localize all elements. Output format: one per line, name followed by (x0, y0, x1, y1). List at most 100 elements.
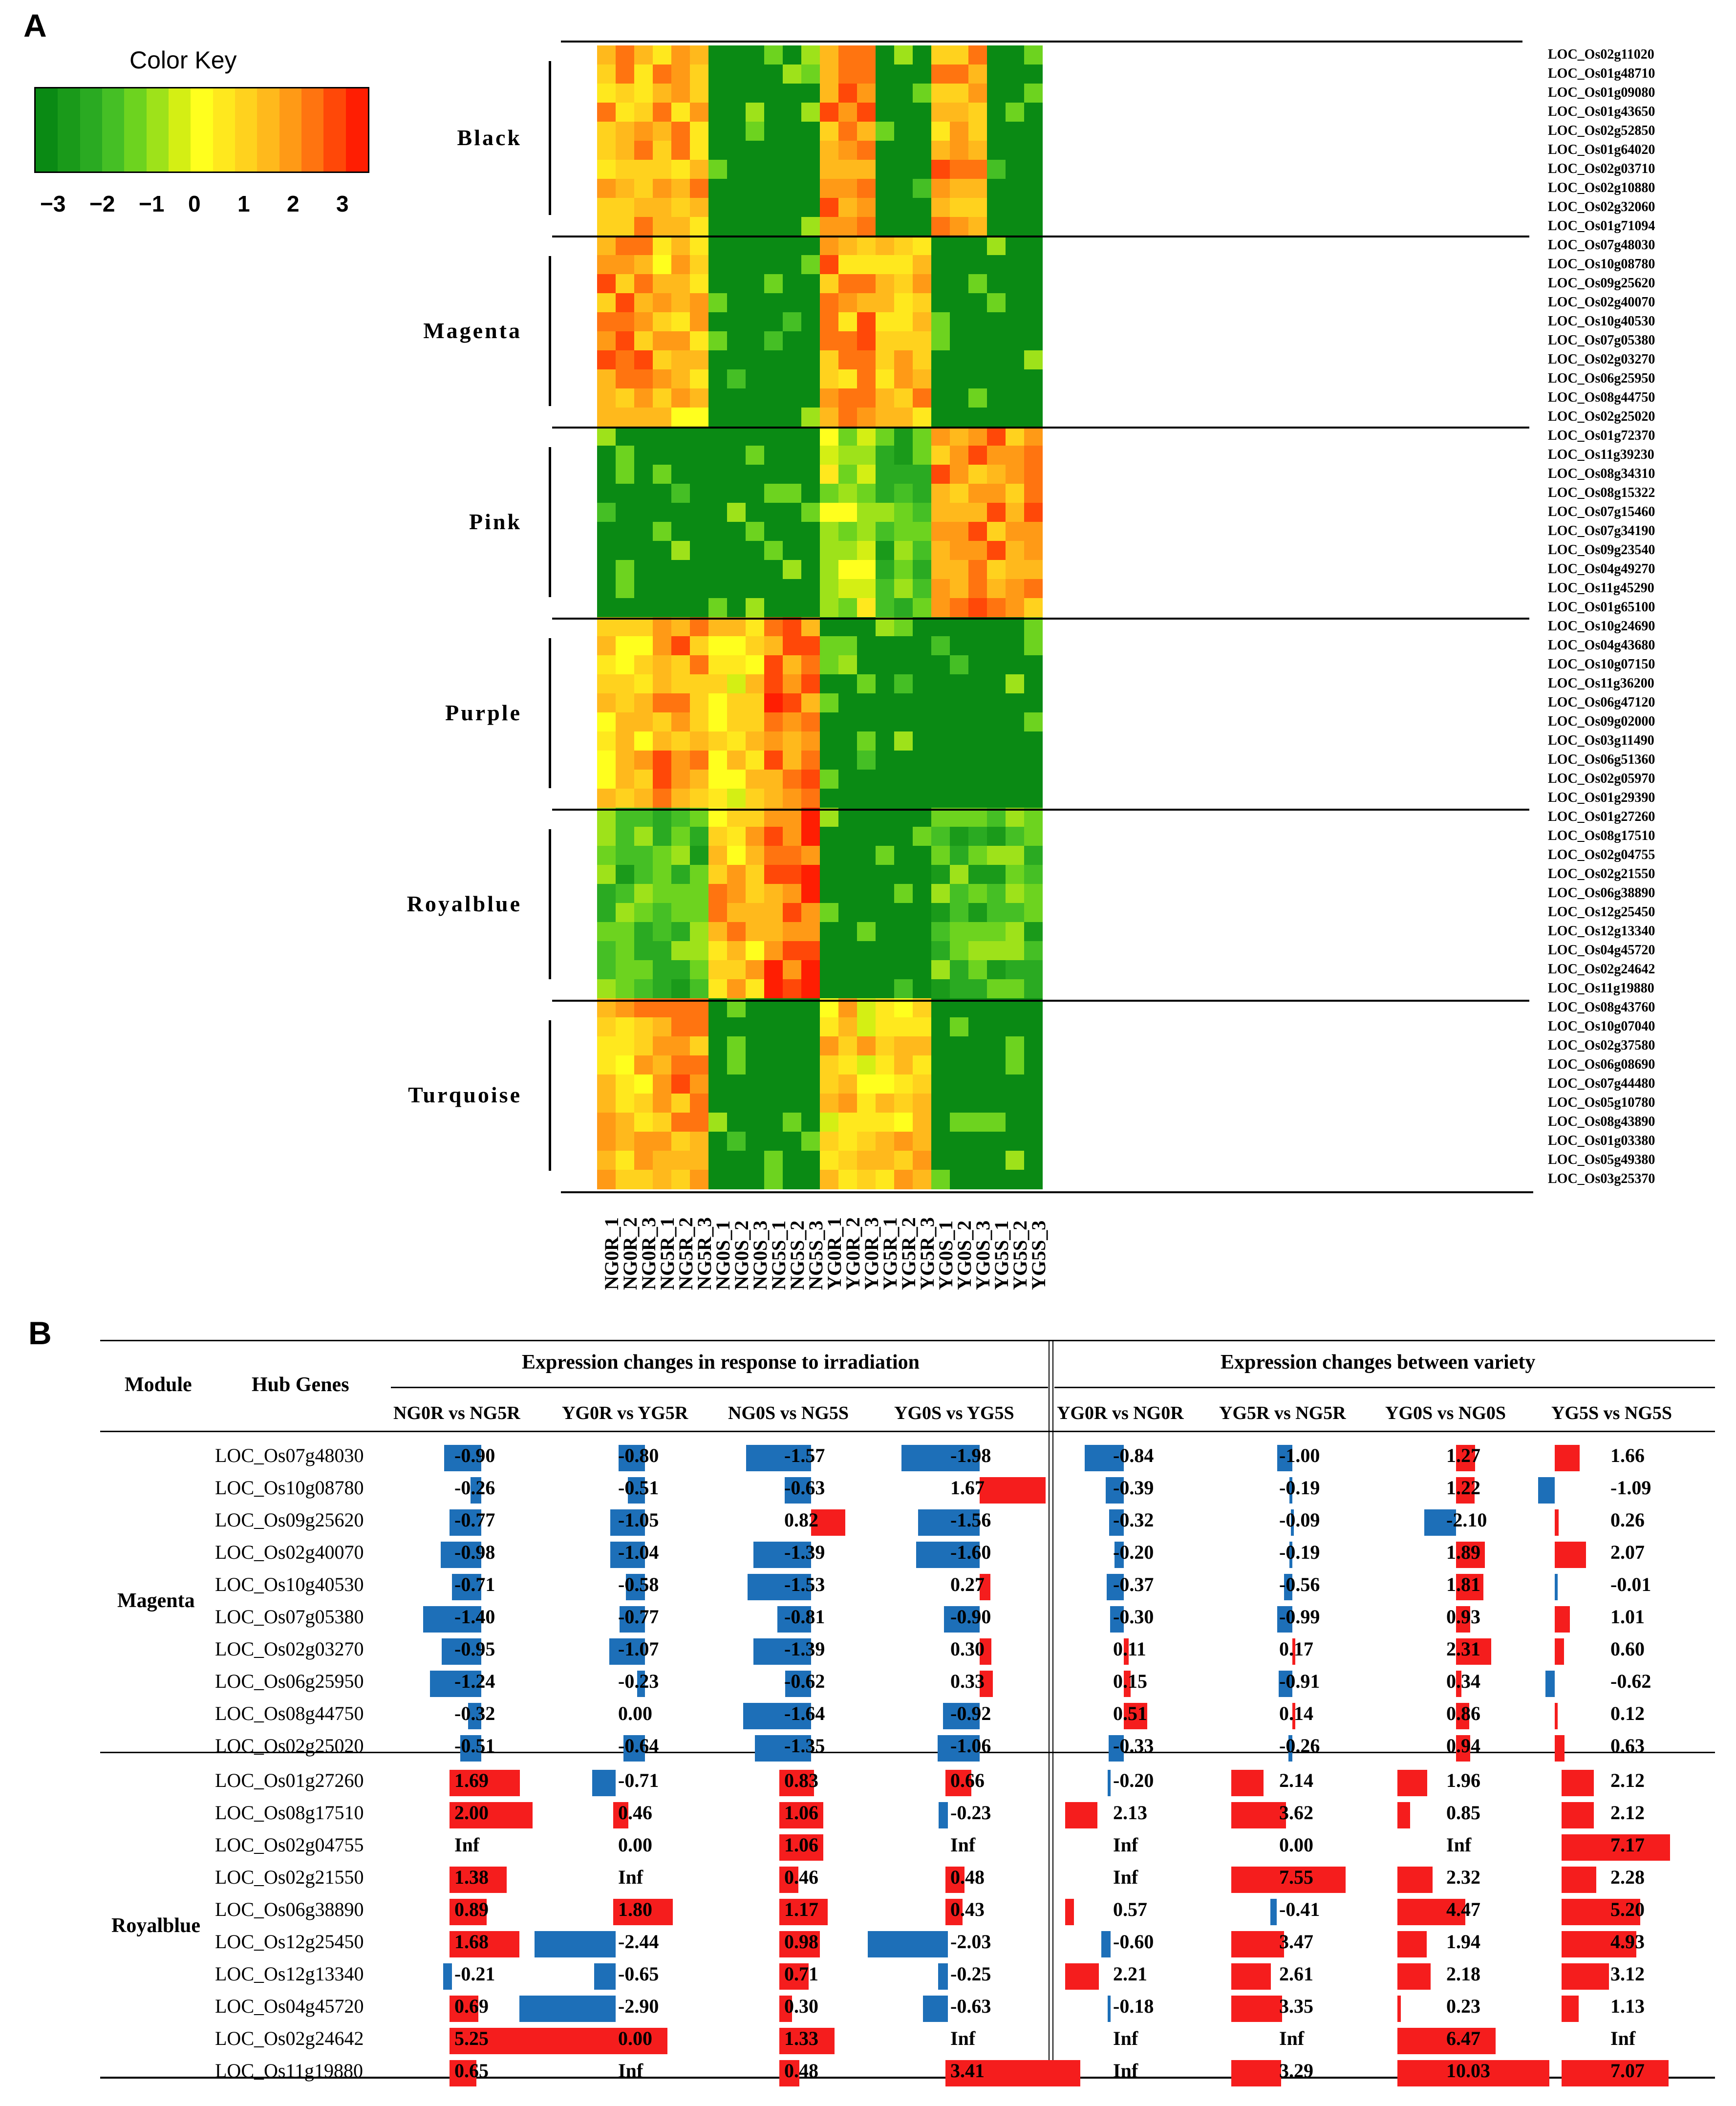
table-value: -1.24 (454, 1670, 495, 1692)
heatmap-cell (950, 103, 968, 122)
value-bar (939, 1802, 948, 1828)
heatmap-cell (746, 45, 764, 65)
heatmap-cell (671, 84, 690, 103)
table-value: 0.83 (784, 1769, 818, 1791)
heatmap-cell (764, 103, 783, 122)
heatmap-cell (653, 122, 671, 141)
heatmap-cell (950, 45, 968, 65)
table-value: -0.32 (454, 1702, 495, 1724)
table-value: -0.20 (1113, 1769, 1154, 1791)
value-bar (443, 1963, 452, 1990)
heatmap-cell (987, 122, 1006, 141)
table-value: 2.21 (1113, 1963, 1147, 1985)
heatmap-cell (894, 45, 913, 65)
heatmap-cell (876, 84, 894, 103)
heatmap-cell (708, 84, 727, 103)
heatmap-cell (653, 103, 671, 122)
table-value: -1.60 (950, 1541, 991, 1563)
heatmap-cell (708, 103, 727, 122)
table-value: 1.81 (1446, 1573, 1480, 1595)
table-value: 0.30 (784, 1995, 818, 2017)
color-key-swatch (301, 88, 324, 172)
heatmap-cell (1024, 45, 1043, 65)
heatmap-cell (820, 64, 838, 84)
table-value: Inf (618, 1866, 643, 1888)
table-value: -2.90 (618, 1995, 659, 2017)
table-value: -0.63 (950, 1995, 991, 2017)
table-value: 0.66 (950, 1769, 985, 1791)
color-key-tick: −1 (139, 191, 165, 216)
value-bar (1397, 1931, 1427, 1957)
table-value: Inf (950, 1834, 976, 1856)
panel-a-label: A (23, 7, 47, 43)
heatmap-cell (931, 122, 950, 141)
heatmap-cell (987, 103, 1006, 122)
heatmap-cell (1006, 103, 1024, 122)
heatmap-cell (783, 84, 801, 103)
table-value: -0.65 (618, 1963, 659, 1985)
color-key-tick: 3 (336, 191, 349, 216)
table-value: 2.12 (1610, 1802, 1645, 1824)
header-group-variety: Expression changes between variety (1221, 1351, 1536, 1374)
heatmap-cell (634, 84, 653, 103)
column-header: YG5R vs NG5R (1219, 1403, 1346, 1423)
table-value: -0.77 (454, 1509, 495, 1531)
value-bar (1397, 1996, 1401, 2022)
table-value: -0.25 (950, 1963, 991, 1985)
value-bar (1554, 1574, 1558, 1600)
table-value: 1.69 (454, 1769, 489, 1791)
heatmap-cell (1006, 45, 1024, 65)
color-key-swatch (168, 88, 191, 172)
table-value: -1.53 (784, 1573, 825, 1595)
table-value: 7.07 (1610, 2060, 1645, 2082)
heatmap-cell (1006, 122, 1024, 141)
table-value: -1.09 (1610, 1477, 1651, 1499)
table-value: 0.57 (1113, 1898, 1147, 1920)
heatmap-cell (690, 122, 708, 141)
table-value: 0.43 (950, 1898, 985, 1920)
heatmap-cell (801, 45, 820, 65)
hub-gene-name: LOC_Os02g25020 (215, 1735, 364, 1757)
color-key-swatch (58, 88, 80, 172)
heatmap-cell (783, 45, 801, 65)
heatmap-cell (653, 64, 671, 84)
hub-gene-name: LOC_Os07g05380 (215, 1606, 364, 1628)
heatmap-cell (727, 64, 746, 84)
table-value: 0.69 (454, 1995, 489, 2017)
heatmap-cell (820, 122, 838, 141)
table-value: -0.26 (454, 1477, 495, 1499)
table-value: 0.14 (1279, 1702, 1313, 1724)
heatmap-cell (727, 84, 746, 103)
table-group-divider (1052, 1340, 1053, 2077)
value-bar (519, 1996, 616, 2022)
table-value: -1.57 (784, 1444, 825, 1466)
heatmap-cell (634, 64, 653, 84)
table-value: -0.64 (618, 1735, 659, 1757)
table-value: -1.39 (784, 1541, 825, 1563)
table-value: -0.63 (784, 1477, 825, 1499)
table-value: -1.56 (950, 1509, 991, 1531)
table-value: -1.35 (784, 1735, 825, 1757)
table-value: 0.51 (1113, 1702, 1147, 1724)
color-key-swatch (191, 88, 213, 172)
value-bar (592, 1770, 616, 1796)
heatmap-cell (727, 103, 746, 122)
heatmap-cell (746, 84, 764, 103)
table-value: 2.32 (1446, 1866, 1480, 1888)
table-value: 2.28 (1610, 1866, 1645, 1888)
table-value: Inf (1113, 1866, 1138, 1888)
heatmap-cell (820, 84, 838, 103)
heatmap-cell (857, 84, 876, 103)
heatmap-cell (968, 122, 987, 141)
table-value: 0.46 (784, 1866, 818, 1888)
table-value: 6.47 (1446, 2027, 1480, 2049)
color-key-swatch (146, 88, 169, 172)
table-value: Inf (618, 2060, 643, 2082)
table-value: 0.34 (1446, 1670, 1480, 1692)
color-key-swatch (279, 88, 301, 172)
heatmap-cell (727, 122, 746, 141)
heatmap-cell (708, 45, 727, 65)
heatmap-cell (931, 84, 950, 103)
color-key-swatch (124, 88, 147, 172)
table-value: Inf (454, 1834, 480, 1856)
